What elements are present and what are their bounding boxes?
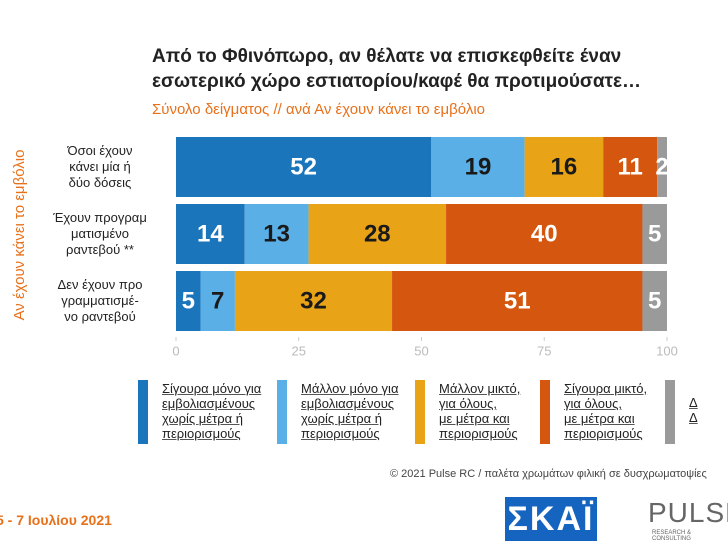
value-label: 11 — [617, 153, 642, 180]
bar-segment — [308, 204, 447, 264]
value-label: 19 — [465, 153, 492, 180]
x-tick-label: 0 — [172, 343, 179, 358]
bar-segment — [200, 271, 235, 331]
legend-entry: Μάλλον μικτό, για όλους, με μέτρα και πε… — [439, 381, 521, 441]
x-tick-label: 75 — [537, 343, 551, 358]
value-label: 5 — [182, 287, 195, 314]
value-label: 13 — [263, 220, 290, 247]
legend-entry: Σίγουρα μόνο για εμβολιασμένους χωρίς μέ… — [162, 381, 262, 441]
legend-entry: Μάλλον μόνο για εμβολιασμένους χωρίς μέτ… — [301, 381, 399, 441]
category-label: Έχουν προγραμ ματισμένο ραντεβού ** — [53, 210, 147, 257]
value-label: 16 — [551, 153, 578, 180]
value-label: 14 — [197, 220, 224, 247]
bar-segment — [657, 137, 667, 197]
chart-subtitle: Σύνολο δείγματος // ανά Αν έχουν κάνει τ… — [152, 101, 485, 118]
value-label: 40 — [531, 220, 558, 247]
bar-segment — [392, 271, 643, 331]
value-label: 51 — [504, 287, 531, 314]
value-label: 5 — [648, 220, 661, 247]
legend-entry: Δ Δ — [689, 395, 698, 425]
value-label: 5 — [648, 287, 661, 314]
x-tick-label: 100 — [656, 343, 678, 358]
bar-segment — [642, 271, 667, 331]
legend-swatch — [540, 380, 550, 444]
bar-segment — [244, 204, 309, 264]
bar-segment — [524, 137, 604, 197]
value-label: 32 — [300, 287, 327, 314]
value-label: 2 — [655, 153, 668, 180]
value-label: 7 — [211, 287, 224, 314]
bar-segment — [431, 137, 525, 197]
category-label: Όσοι έχουν κάνει μία ή δύο δόσεις — [67, 143, 133, 190]
bar-segment — [603, 137, 658, 197]
x-tick-label: 50 — [414, 343, 428, 358]
legend-swatch — [138, 380, 148, 444]
bar-segment — [234, 271, 393, 331]
bar-segment — [446, 204, 643, 264]
value-label: 28 — [364, 220, 391, 247]
bar-segment — [176, 271, 201, 331]
legend-swatch — [665, 380, 675, 444]
footer: © 2021 Pulse RC / παλέτα χρωμάτων φιλική… — [390, 468, 707, 480]
bar-segment — [642, 204, 667, 264]
y-axis-title: Αν έχουν κάνει το εμβόλιο — [11, 150, 28, 321]
legend-swatch — [277, 380, 287, 444]
logo: ΣΚΑΪ — [505, 497, 597, 541]
logo: PULSE — [648, 497, 728, 528]
legend-swatch — [415, 380, 425, 444]
logo-subtitle: RESEARCH & CONSULTING — [652, 530, 692, 542]
value-label: 52 — [290, 153, 317, 180]
date: 5 - 7 Ιουλίου 2021 — [0, 512, 112, 528]
bar-segment — [176, 137, 432, 197]
category-label: Δεν έχουν προ γραμματισμέ- νο ραντεβού — [57, 277, 143, 324]
legend-entry: Σίγουρα μικτό, για όλους, με μέτρα και π… — [564, 381, 648, 441]
chart-title: Από το Φθινόπωρο, αν θέλατε να επισκεφθε… — [152, 46, 642, 92]
x-tick-label: 25 — [292, 343, 306, 358]
bar-segment — [176, 204, 245, 264]
